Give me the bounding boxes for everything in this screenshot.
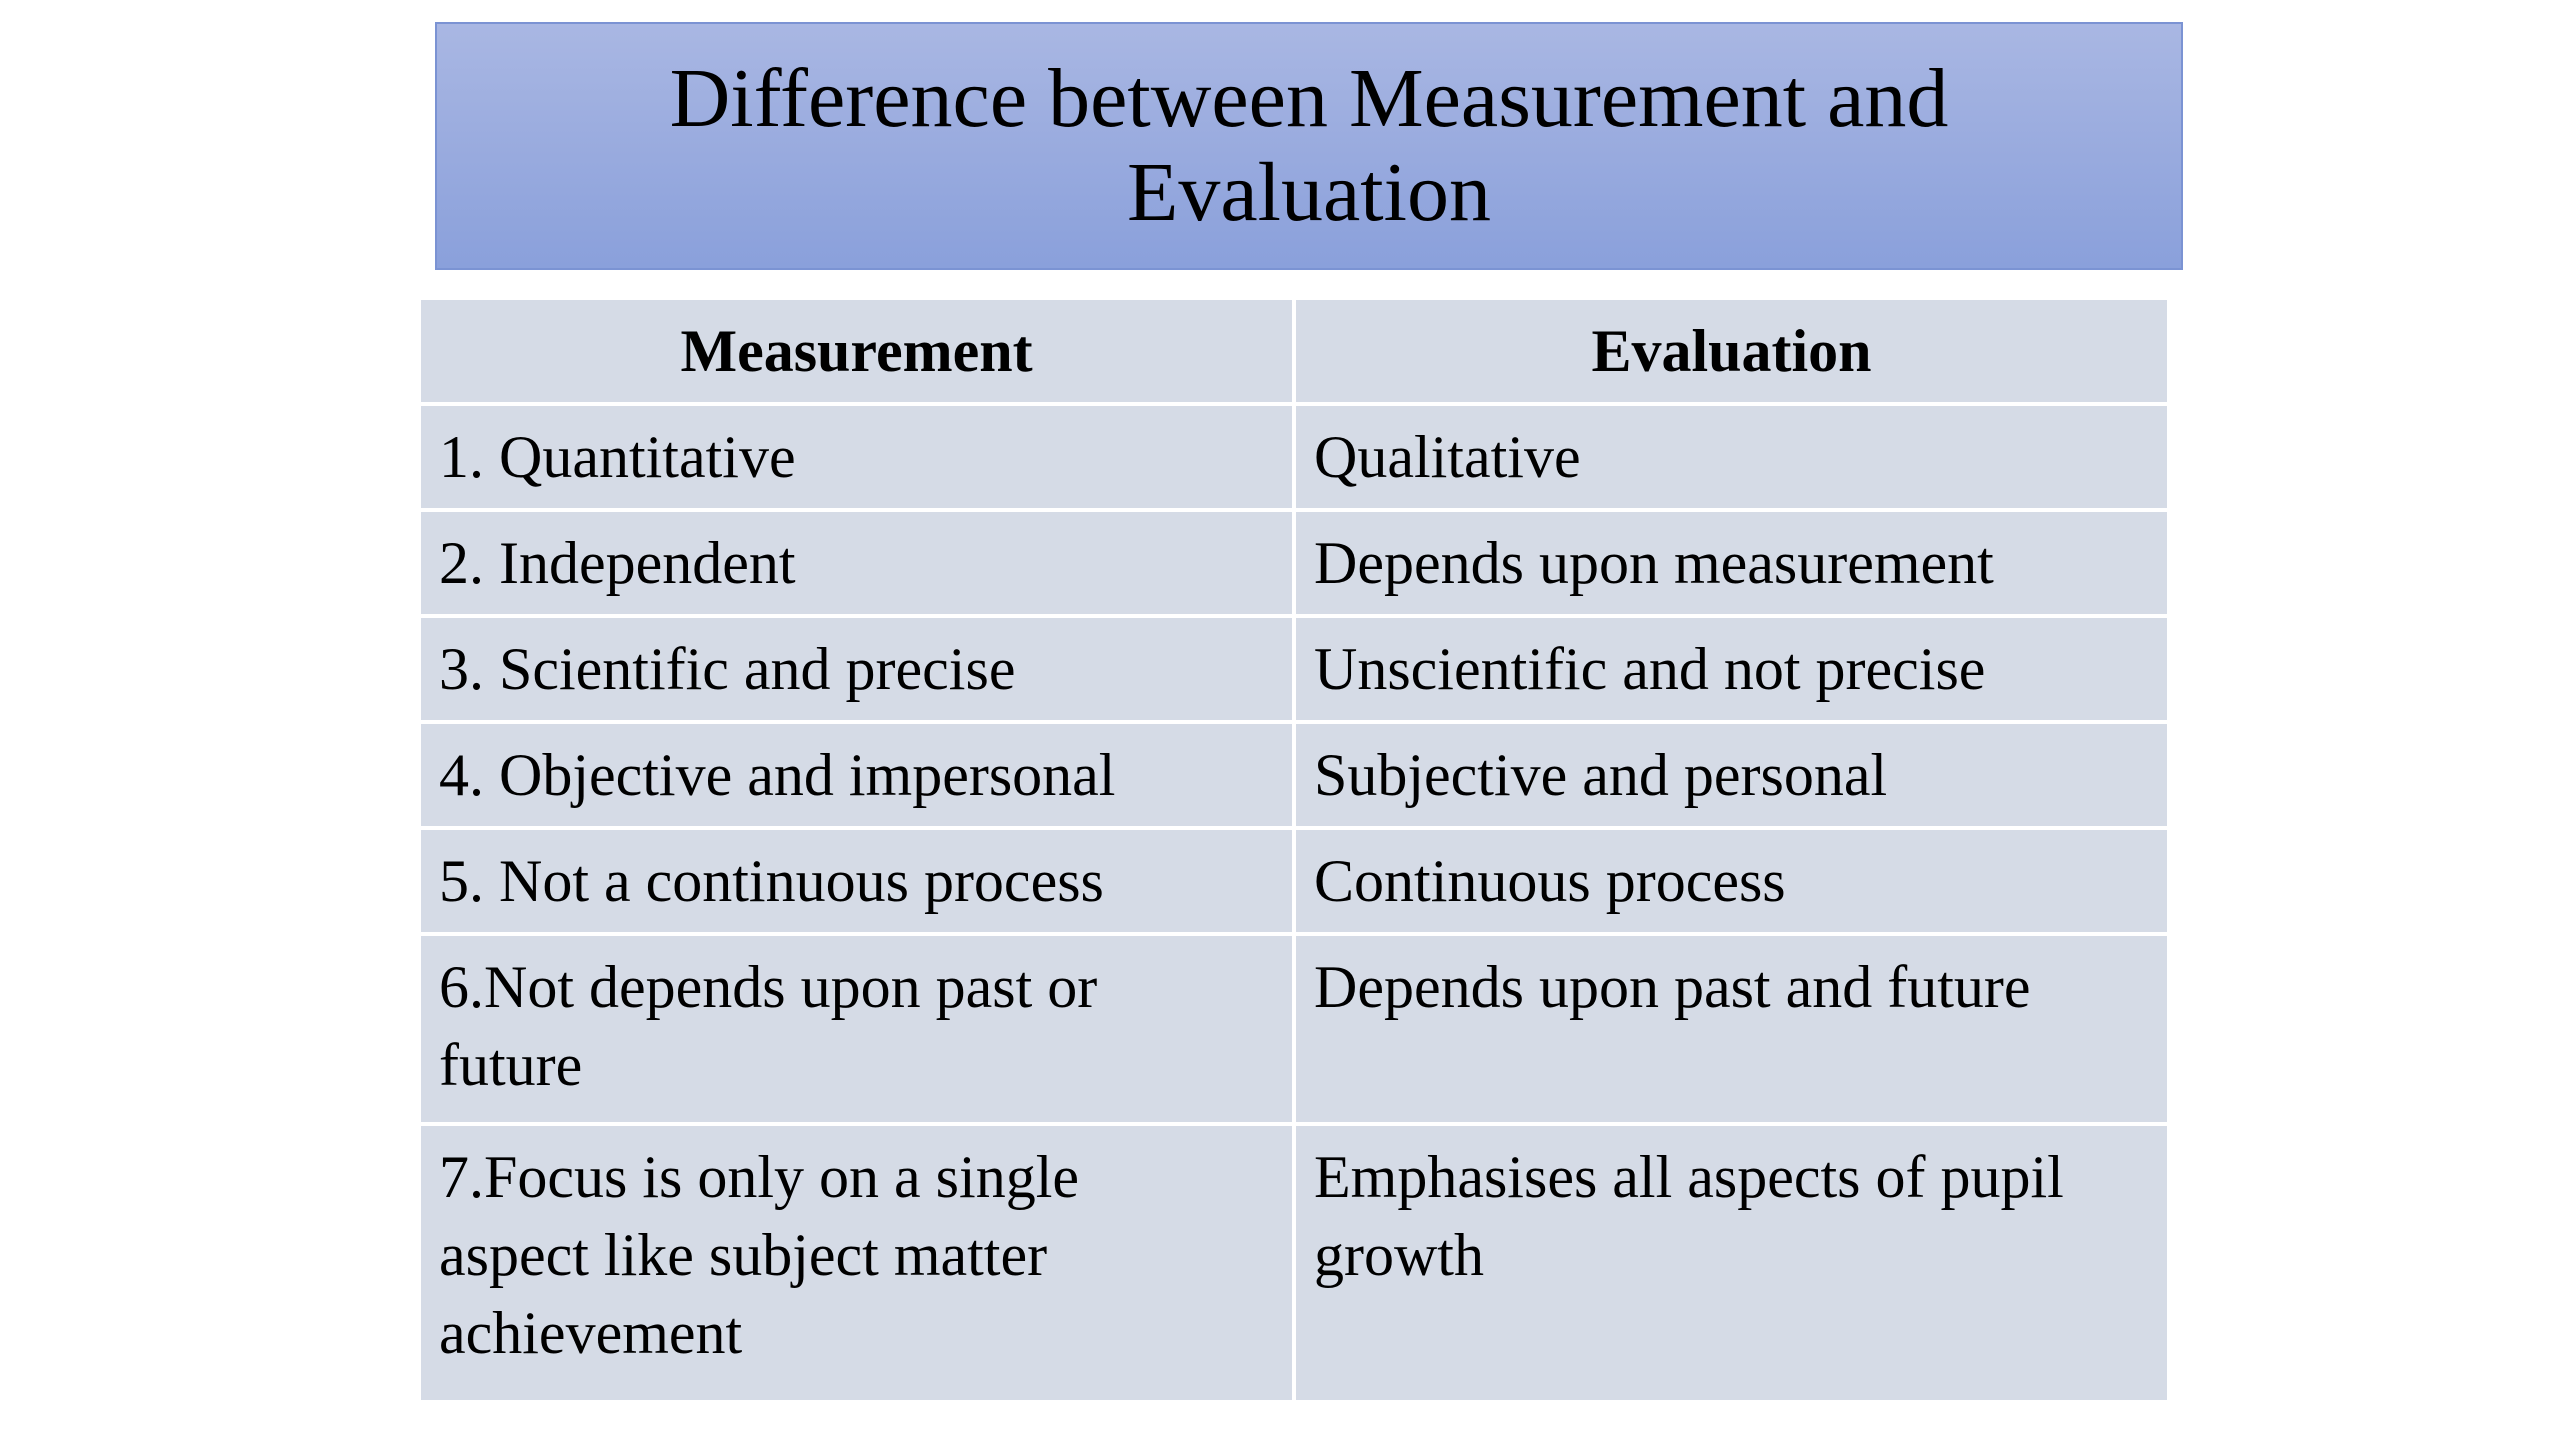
table-row: 4. Objective and impersonal Subjective a… bbox=[421, 720, 2167, 830]
table-row: 7.Focus is only on a single aspect like … bbox=[421, 1122, 2167, 1400]
slide-title-banner: Difference between Measurement and Evalu… bbox=[435, 22, 2183, 270]
evaluation-cell: Emphasises all aspects of pupil growth bbox=[1292, 1122, 2167, 1400]
table-row: 6.Not depends upon past or future Depend… bbox=[421, 932, 2167, 1126]
comparison-table: Measurement Evaluation 1. Quantitative Q… bbox=[421, 300, 2167, 1400]
measurement-cell: 5. Not a continuous process bbox=[421, 826, 1296, 936]
measurement-cell: 4. Objective and impersonal bbox=[421, 720, 1296, 830]
evaluation-cell: Depends upon past and future bbox=[1292, 932, 2167, 1126]
measurement-cell: 6.Not depends upon past or future bbox=[421, 932, 1296, 1126]
column-header-evaluation: Evaluation bbox=[1292, 300, 2167, 406]
table-row: 3. Scientific and precise Unscientific a… bbox=[421, 614, 2167, 724]
evaluation-cell: Depends upon measurement bbox=[1292, 508, 2167, 618]
evaluation-cell: Unscientific and not precise bbox=[1292, 614, 2167, 724]
table-header-row: Measurement Evaluation bbox=[421, 300, 2167, 406]
evaluation-cell: Subjective and personal bbox=[1292, 720, 2167, 830]
table-row: 5. Not a continuous process Continuous p… bbox=[421, 826, 2167, 936]
column-header-measurement: Measurement bbox=[421, 300, 1296, 406]
measurement-cell: 2. Independent bbox=[421, 508, 1296, 618]
table-row: 2. Independent Depends upon measurement bbox=[421, 508, 2167, 618]
measurement-cell: 7.Focus is only on a single aspect like … bbox=[421, 1122, 1296, 1400]
evaluation-cell: Continuous process bbox=[1292, 826, 2167, 936]
slide-title: Difference between Measurement and Evalu… bbox=[669, 52, 1949, 239]
table-row: 1. Quantitative Qualitative bbox=[421, 402, 2167, 512]
measurement-cell: 1. Quantitative bbox=[421, 402, 1296, 512]
evaluation-cell: Qualitative bbox=[1292, 402, 2167, 512]
measurement-cell: 3. Scientific and precise bbox=[421, 614, 1296, 724]
